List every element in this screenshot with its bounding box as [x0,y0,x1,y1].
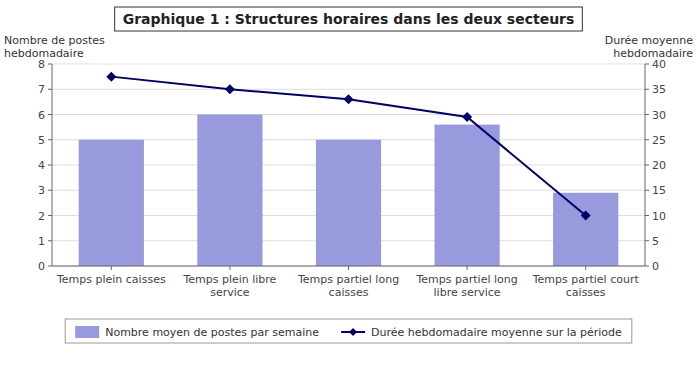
legend-marker [349,328,357,336]
y-tick-label: 7 [38,83,45,96]
grid-line [52,89,645,90]
x-tick [348,266,349,270]
x-tick-label: Temps partiel longlibre service [415,273,517,299]
y2-tick [645,190,649,191]
x-tick-label-line: Temps partiel long [297,273,399,286]
y2-tick [645,266,649,267]
legend-item: Durée hebdomadaire moyenne sur la périod… [341,326,622,339]
y2-tick [645,215,649,216]
x-tick-label-line: libre service [434,286,501,299]
x-tick-label: Temps plein libreservice [182,273,276,299]
line-marker [581,211,591,221]
chart-container: Graphique 1 : Structures horaires dans l… [0,0,697,372]
y2-tick-label: 5 [652,235,659,248]
y-tick [48,139,52,140]
y2-tick-label: 40 [652,58,666,71]
y-tick-label: 8 [38,58,45,71]
x-tick-label-line: Temps plein caisses [56,273,166,286]
x-tick-label-line: Temps partiel long [415,273,517,286]
y-axis-label-line: Nombre de postes [4,34,105,47]
x-tick [111,266,112,270]
x-tick-label-line: Temps plein libre [182,273,276,286]
y2-tick-label: 35 [652,83,666,96]
x-tick [467,266,468,270]
y-tick-label: 5 [38,134,45,147]
line-marker [106,72,116,82]
y-tick [48,64,52,65]
x-tick-label-line: caisses [329,286,369,299]
grid-line [52,114,645,115]
legend-label: Durée hebdomadaire moyenne sur la périod… [371,326,622,339]
bar [316,140,381,266]
y2-tick-label: 30 [652,109,666,122]
y-tick-label: 6 [38,109,45,122]
y-tick-label: 4 [38,159,45,172]
x-tick [229,266,230,270]
x-tick-label-line: service [210,286,250,299]
y2-tick [645,89,649,90]
legend: Nombre moyen de postes par semaine Durée … [65,319,632,343]
y-tick [48,240,52,241]
y-tick [48,89,52,90]
y-tick [48,266,52,267]
bar [79,140,144,266]
y-tick-label: 1 [38,235,45,248]
x-tick-label: Temps partiel longcaisses [297,273,399,299]
y-tick [48,114,52,115]
line-marker [225,84,235,94]
legend-box [65,319,632,343]
y2-tick [645,240,649,241]
line-marker [462,112,472,122]
y-tick-label: 2 [38,210,45,223]
title-group: Graphique 1 : Structures horaires dans l… [115,7,583,31]
legend-swatch [75,326,99,338]
y-tick [48,190,52,191]
y2-tick-label: 15 [652,184,666,197]
x-tick-label: Temps partiel courtcaisses [532,273,640,299]
y-tick [48,165,52,166]
x-tick-label-line: caisses [566,286,606,299]
background [0,0,697,372]
x-tick-label: Temps plein caisses [56,273,166,286]
y2-tick [645,139,649,140]
plot-area [79,72,619,266]
x-tick-label-line: Temps partiel court [532,273,640,286]
title-box [115,7,583,31]
grid [52,64,645,266]
y-tick-label: 3 [38,184,45,197]
line [111,77,585,216]
y2-tick-label: 25 [652,134,666,147]
y2-axis-line [645,64,646,266]
bar [434,125,499,266]
grid-line [52,64,645,65]
y-tick-label: 0 [38,260,45,273]
bar [553,193,618,266]
chart: Graphique 1 : Structures horaires dans l… [0,0,697,372]
y2-axis-label: Durée moyennehebdomadaire [605,34,693,60]
y2-tick-label: 10 [652,210,666,223]
y2-tick [645,114,649,115]
y2-tick-label: 0 [652,260,659,273]
line-marker [344,94,354,104]
y2-tick [645,165,649,166]
title: Graphique 1 : Structures horaires dans l… [123,11,575,27]
legend-label: Nombre moyen de postes par semaine [105,326,319,339]
y2-tick [645,64,649,65]
y-tick [48,215,52,216]
y-axis-label: Nombre de posteshebdomadaire [4,34,105,60]
bar [197,115,262,267]
y2-axis-label-line: Durée moyenne [605,34,693,47]
x-tick [585,266,586,270]
y-axis-line [52,64,53,266]
legend-item: Nombre moyen de postes par semaine [75,326,319,339]
y2-tick-label: 20 [652,159,666,172]
